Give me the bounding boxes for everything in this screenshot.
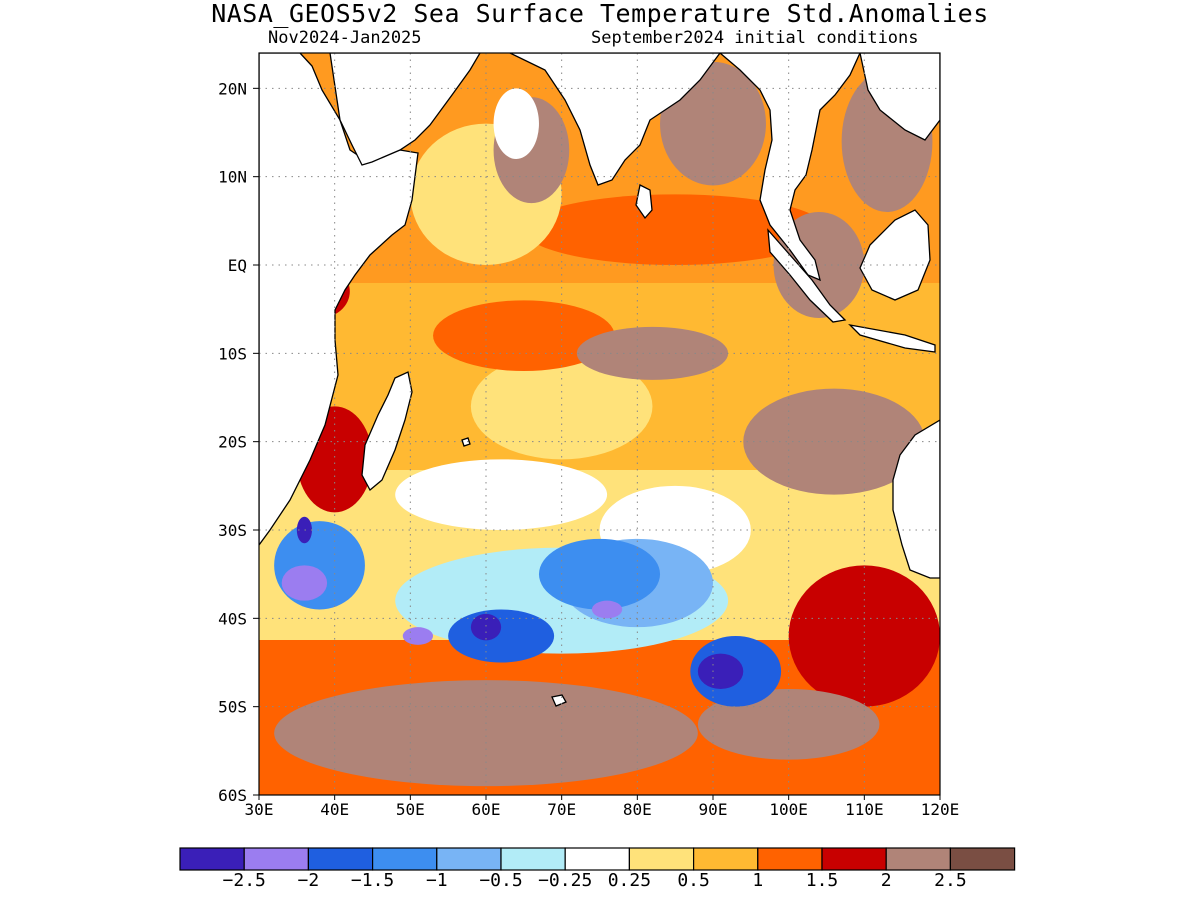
anomaly-region: [395, 459, 608, 530]
lat-tick-label: 40S: [218, 609, 247, 628]
colorbar-swatch: [628, 847, 695, 871]
anomaly-region: [281, 565, 328, 601]
colorbar-swatch: [564, 847, 631, 871]
forecast-period: Nov2024-Jan2025: [268, 28, 422, 48]
anomaly-region: [433, 300, 615, 371]
land-indochina: [718, 53, 861, 282]
land-africa: [259, 53, 419, 547]
lon-tick-label: 120E: [921, 800, 960, 819]
anomaly-region: [697, 689, 880, 760]
lon-tick-label: 70E: [547, 800, 576, 819]
anomaly-region: [402, 627, 434, 645]
lat-tick-label: 60S: [218, 786, 247, 805]
colorbar-label: 1.5: [806, 870, 839, 891]
lon-tick-label: 90E: [699, 800, 728, 819]
colorbar-swatch: [372, 847, 438, 871]
anomaly-region: [743, 388, 925, 495]
anomaly-region: [788, 565, 940, 707]
colorbar-swatch: [500, 847, 566, 871]
anomaly-region: [274, 521, 365, 610]
colorbar-swatch: [885, 847, 952, 871]
colorbar-swatch: [757, 847, 823, 871]
latitude-axis: 20N 10N EQ 10S 20S 30S 40S 50S 60S: [218, 79, 259, 805]
lat-tick-label: 30S: [218, 521, 247, 540]
lat-lon-grid: [259, 53, 940, 795]
lat-tick-label: 10N: [218, 168, 247, 187]
colorbar-swatch: [692, 847, 759, 871]
lon-tick-label: 110E: [845, 800, 884, 819]
map-frame: [258, 52, 941, 796]
anomaly-region: [470, 613, 502, 641]
anomaly-region: [448, 609, 555, 663]
initial-conditions: September2024 initial conditions: [591, 28, 919, 48]
land-india: [509, 53, 721, 186]
colorbar-label: −0.5: [479, 870, 522, 891]
colorbar-legend: −2.5 −2 −1.5 −1 −0.5 −0.25 0.25 0.5 1 1.5 2 2.5: [179, 847, 1016, 891]
anomaly-region: [538, 538, 661, 610]
lon-tick-label: 60E: [472, 800, 501, 819]
land-australia: [892, 419, 940, 579]
land-borneo: [859, 209, 931, 301]
anomaly-region: [493, 88, 539, 159]
colorbar-label: 2: [881, 870, 892, 891]
colorbar-swatch: [307, 847, 374, 871]
map-plot-area: [259, 53, 940, 795]
colorbar-swatch: [821, 847, 887, 871]
lon-tick-label: 100E: [769, 800, 808, 819]
land-masses: [259, 53, 940, 707]
map-title: NASA_GEOS5v2 Sea Surface Temperature Std…: [211, 0, 989, 28]
longitude-axis: 30E 40E 50E 60E 70E 80E 90E 100E 110E 120E: [245, 795, 960, 819]
anomaly-region: [697, 653, 744, 689]
lat-tick-label: 10S: [218, 344, 247, 363]
colorbar-swatch: [949, 847, 1016, 871]
colorbar-label: 0.25: [608, 870, 651, 891]
anomaly-region: [274, 680, 698, 787]
anomaly-region: [576, 326, 729, 380]
lat-tick-label: 20N: [218, 79, 247, 98]
colorbar-swatch: [436, 847, 502, 871]
colorbar-label: 2.5: [934, 870, 967, 891]
land-madagascar: [361, 371, 413, 492]
land-east-asia: [859, 53, 940, 141]
colorbar-label: 1: [752, 870, 763, 891]
land-mauritius: [461, 437, 471, 447]
anomaly-region: [591, 600, 623, 619]
lon-tick-label: 30E: [245, 800, 274, 819]
colorbar-label: −2: [298, 870, 320, 891]
land-sumatra: [767, 228, 847, 323]
colorbar-label: −1.5: [351, 870, 394, 891]
land-java: [848, 323, 936, 353]
colorbar-swatch: [179, 847, 245, 871]
anomaly-region: [470, 353, 653, 460]
anomaly-region: [296, 516, 312, 544]
anomaly-region: [523, 194, 827, 265]
lat-tick-label: EQ: [228, 256, 247, 275]
colorbar-label: −2.5: [223, 870, 266, 891]
colorbar-label: −1: [426, 870, 448, 891]
land-kerguelen: [551, 694, 567, 707]
lon-tick-label: 40E: [320, 800, 349, 819]
lat-tick-label: 20S: [218, 433, 247, 452]
lon-tick-label: 80E: [623, 800, 652, 819]
land-sri-lanka: [635, 184, 653, 220]
colorbar-swatch: [243, 847, 309, 871]
colorbar-label: 0.5: [677, 870, 710, 891]
colorbar-label: −0.25: [538, 870, 592, 891]
lat-tick-label: 50S: [218, 698, 247, 717]
land-arabia: [329, 53, 481, 166]
lon-tick-label: 50E: [396, 800, 425, 819]
